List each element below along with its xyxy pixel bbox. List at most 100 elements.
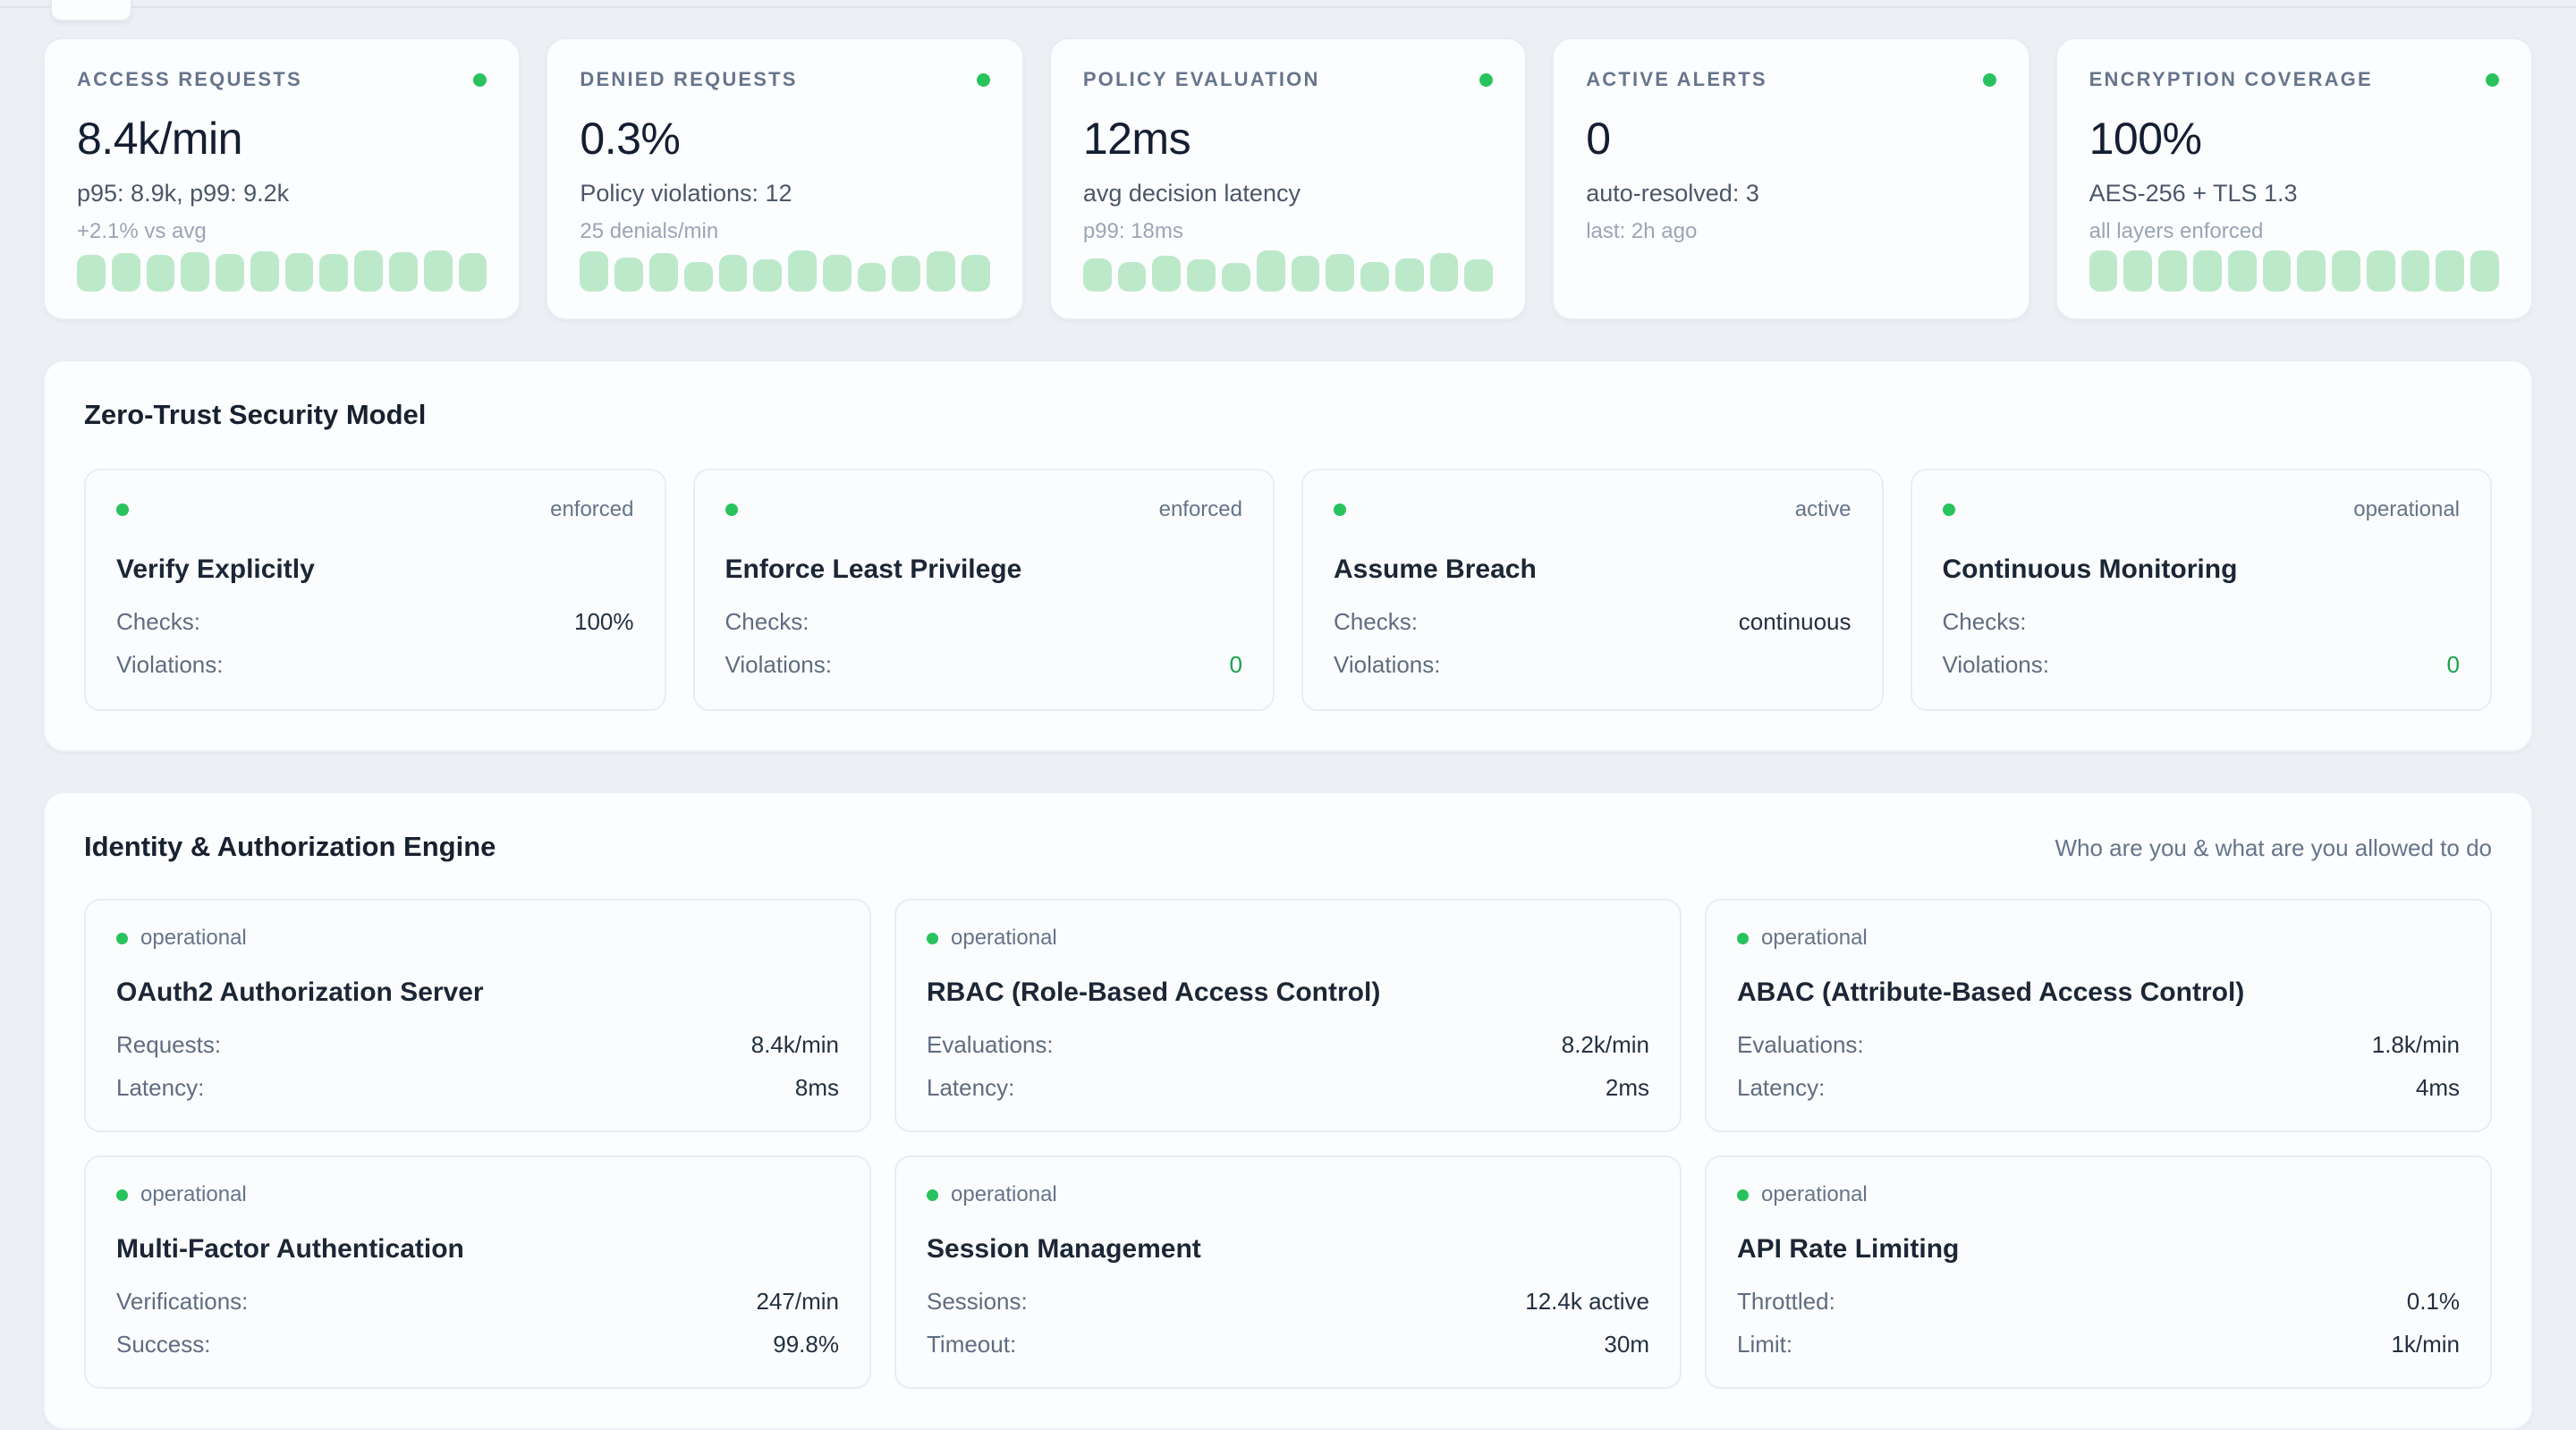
metric-row: Violations: <box>116 651 634 679</box>
kpi-label: POLICY EVALUATION <box>1083 68 1320 91</box>
status-dot-icon <box>1737 1189 1749 1201</box>
card-title: Continuous Monitoring <box>1943 554 2461 585</box>
status-dot-icon <box>116 933 128 944</box>
kpi-label: ACTIVE ALERTS <box>1586 68 1767 91</box>
metric-row: Checks: 100% <box>116 608 634 636</box>
card-title: Multi-Factor Authentication <box>116 1234 839 1265</box>
metric-value: 100% <box>574 608 634 636</box>
metric-label: Violations: <box>1334 651 1441 679</box>
card-title: RBAC (Role-Based Access Control) <box>927 977 1649 1008</box>
metric-label: Violations: <box>116 651 224 679</box>
status-badge: operational <box>951 1182 1057 1207</box>
card-title: API Rate Limiting <box>1737 1234 2460 1265</box>
metric-label: Requests: <box>116 1031 221 1059</box>
metric-label: Violations: <box>1943 651 2050 679</box>
metric-row: Latency: 4ms <box>1737 1074 2460 1102</box>
card-title: Enforce Least Privilege <box>725 554 1243 585</box>
kpi-row: ACCESS REQUESTS 8.4k/min p95: 8.9k, p99:… <box>43 38 2533 320</box>
id-card-mfa: operational Multi-Factor Authentication … <box>84 1155 871 1389</box>
metric-row: Checks: <box>725 608 1243 636</box>
kpi-detail: avg decision latency <box>1083 180 1493 207</box>
card-title: Assume Breach <box>1334 554 1852 585</box>
metric-value: 8ms <box>795 1074 839 1102</box>
metric-row: Success: 99.8% <box>116 1331 839 1358</box>
metric-label: Checks: <box>116 608 200 636</box>
status-badge: operational <box>951 926 1057 951</box>
status-dot-icon <box>977 73 990 87</box>
metric-row: Evaluations: 8.2k/min <box>927 1031 1649 1059</box>
status-dot-icon <box>1737 933 1749 944</box>
status-badge: operational <box>1761 926 1868 951</box>
card-title: OAuth2 Authorization Server <box>116 977 839 1008</box>
sparkline-bars <box>1586 250 1996 292</box>
status-dot-icon <box>116 1189 128 1201</box>
card-title: Verify Explicitly <box>116 554 634 585</box>
kpi-card-active-alerts: ACTIVE ALERTS 0 auto-resolved: 3 last: 2… <box>1552 38 2029 320</box>
status-dot-icon <box>1334 503 1346 516</box>
sparkline-bars <box>2089 250 2499 292</box>
kpi-card-access-requests: ACCESS REQUESTS 8.4k/min p95: 8.9k, p99:… <box>43 38 521 320</box>
kpi-detail: p95: 8.9k, p99: 9.2k <box>77 180 487 207</box>
identity-authorization-section: Identity & Authorization Engine Who are … <box>43 791 2533 1430</box>
metric-value: 30m <box>1604 1331 1649 1358</box>
id-card-abac: operational ABAC (Attribute-Based Access… <box>1705 899 2492 1132</box>
kpi-card-encryption-coverage: ENCRYPTION COVERAGE 100% AES-256 + TLS 1… <box>2055 38 2533 320</box>
metric-row: Violations: <box>1334 651 1852 679</box>
status-dot-icon <box>116 503 129 516</box>
top-divider <box>0 6 2576 8</box>
card-title: Session Management <box>927 1234 1649 1265</box>
metric-row: Sessions: 12.4k active <box>927 1288 1649 1316</box>
kpi-label: DENIED REQUESTS <box>580 68 797 91</box>
metric-label: Latency: <box>927 1074 1014 1102</box>
status-dot-icon <box>927 933 938 944</box>
status-dot-icon <box>1983 73 1996 87</box>
metric-value: 8.2k/min <box>1562 1031 1649 1059</box>
status-badge: operational <box>140 1182 247 1207</box>
metric-label: Evaluations: <box>1737 1031 1864 1059</box>
metric-value: continuous <box>1739 608 1852 636</box>
kpi-label: ACCESS REQUESTS <box>77 68 302 91</box>
metric-value: 8.4k/min <box>751 1031 839 1059</box>
status-dot-icon <box>2486 73 2499 87</box>
metric-label: Checks: <box>725 608 809 636</box>
identity-cards-grid: operational OAuth2 Authorization Server … <box>84 899 2492 1389</box>
status-dot-icon <box>725 503 738 516</box>
metric-label: Timeout: <box>927 1331 1016 1358</box>
card-title: ABAC (Attribute-Based Access Control) <box>1737 977 2460 1008</box>
kpi-value: 12ms <box>1083 113 1493 165</box>
kpi-sub: +2.1% vs avg <box>77 219 487 244</box>
zero-trust-section: Zero-Trust Security Model enforced Verif… <box>43 360 2533 752</box>
status-badge: operational <box>1761 1182 1868 1207</box>
metric-row: Throttled: 0.1% <box>1737 1288 2460 1316</box>
security-dashboard: ACCESS REQUESTS 8.4k/min p95: 8.9k, p99:… <box>0 0 2576 1430</box>
zt-card-enforce-least-privilege: enforced Enforce Least Privilege Checks:… <box>693 469 1275 711</box>
status-dot-icon <box>927 1189 938 1201</box>
zt-card-verify-explicitly: enforced Verify Explicitly Checks: 100% … <box>84 469 666 711</box>
status-dot-icon <box>1479 73 1493 87</box>
kpi-sub: p99: 18ms <box>1083 219 1493 244</box>
metric-row: Evaluations: 1.8k/min <box>1737 1031 2460 1059</box>
metric-value: 1k/min <box>2391 1331 2460 1358</box>
metric-label: Checks: <box>1334 608 1418 636</box>
kpi-value: 0 <box>1586 113 1996 165</box>
browser-tab-remnant[interactable] <box>50 0 132 21</box>
metric-value: 247/min <box>757 1288 840 1316</box>
metric-label: Success: <box>116 1331 211 1358</box>
status-dot-icon <box>1943 503 1955 516</box>
section-title: Zero-Trust Security Model <box>84 399 426 431</box>
kpi-value: 0.3% <box>580 113 989 165</box>
metric-label: Violations: <box>725 651 833 679</box>
status-badge: operational <box>140 926 247 951</box>
sparkline-bars <box>77 250 487 292</box>
status-badge: enforced <box>1159 497 1242 522</box>
kpi-detail: Policy violations: 12 <box>580 180 989 207</box>
metric-label: Latency: <box>1737 1074 1825 1102</box>
metric-label: Checks: <box>1943 608 2027 636</box>
section-subtitle: Who are you & what are you allowed to do <box>2055 834 2492 862</box>
metric-label: Limit: <box>1737 1331 1792 1358</box>
metric-value: 0 <box>1230 651 1242 679</box>
kpi-sub: all layers enforced <box>2089 219 2499 244</box>
metric-label: Latency: <box>116 1074 204 1102</box>
kpi-detail: auto-resolved: 3 <box>1586 180 1996 207</box>
kpi-sub: last: 2h ago <box>1586 219 1996 244</box>
